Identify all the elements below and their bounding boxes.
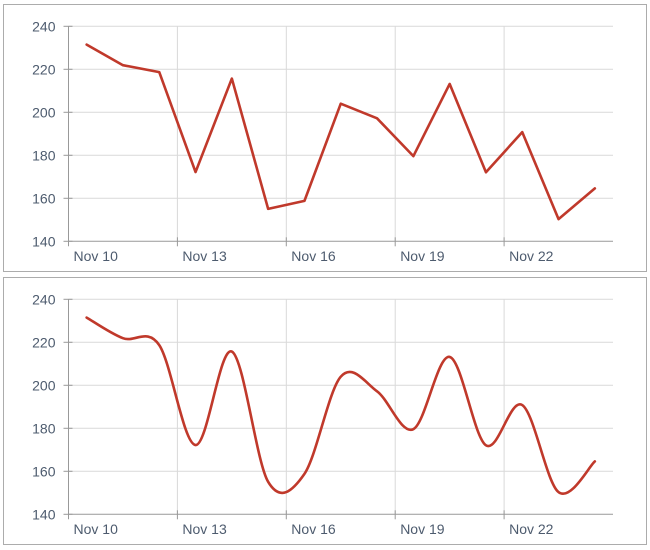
svg-text:Nov 13: Nov 13 — [182, 248, 227, 264]
svg-text:140: 140 — [32, 506, 56, 522]
svg-text:Nov 10: Nov 10 — [74, 521, 119, 537]
svg-text:220: 220 — [32, 61, 56, 77]
svg-text:Nov 16: Nov 16 — [291, 248, 336, 264]
svg-text:Nov 19: Nov 19 — [400, 521, 445, 537]
svg-text:160: 160 — [32, 463, 56, 479]
svg-text:180: 180 — [32, 420, 56, 436]
svg-text:240: 240 — [32, 291, 56, 307]
svg-text:140: 140 — [32, 233, 56, 249]
svg-text:Nov 22: Nov 22 — [509, 248, 554, 264]
svg-text:Nov 16: Nov 16 — [291, 521, 336, 537]
svg-text:180: 180 — [32, 147, 56, 163]
svg-text:220: 220 — [32, 334, 56, 350]
svg-text:200: 200 — [32, 377, 56, 393]
svg-text:160: 160 — [32, 190, 56, 206]
svg-text:Nov 22: Nov 22 — [509, 521, 554, 537]
svg-text:Nov 10: Nov 10 — [74, 248, 119, 264]
svg-text:200: 200 — [32, 104, 56, 120]
svg-text:Nov 19: Nov 19 — [400, 248, 445, 264]
svg-text:240: 240 — [32, 18, 56, 34]
svg-text:Nov 13: Nov 13 — [182, 521, 227, 537]
